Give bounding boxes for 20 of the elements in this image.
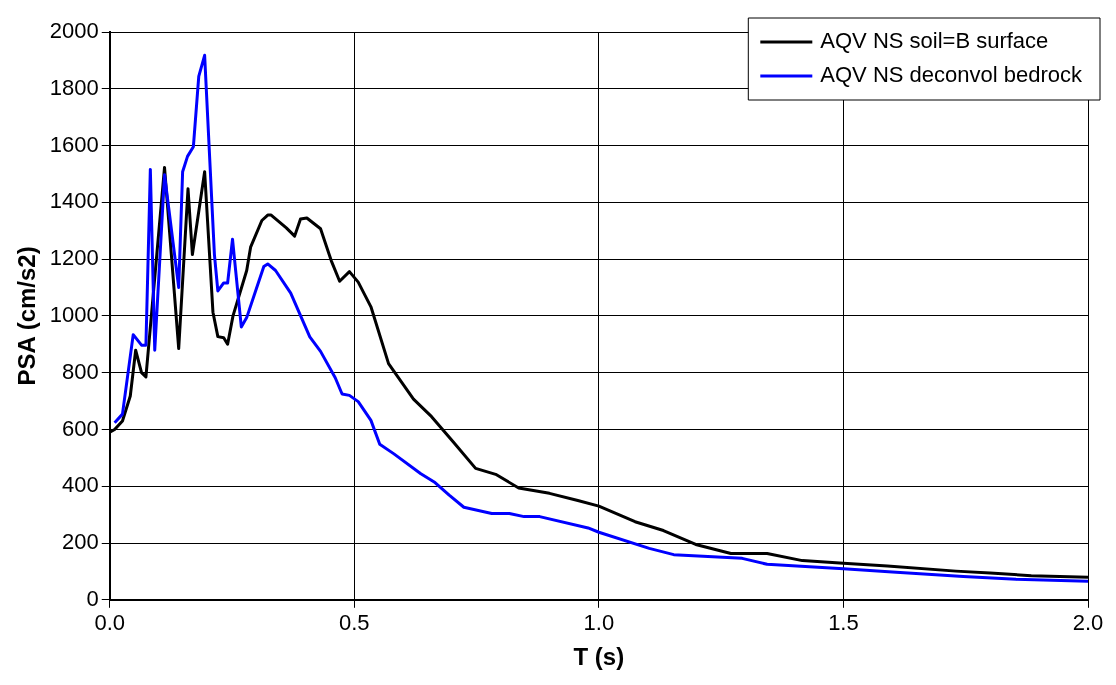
x-axis-title: T (s) xyxy=(573,643,625,671)
y-tick-label: 1000 xyxy=(49,301,99,327)
y-tick-label: 600 xyxy=(62,415,99,441)
x-tick-label: 2.0 xyxy=(1072,610,1104,636)
legend-label: AQV NS soil=B surface xyxy=(820,28,1049,54)
y-tick-label: 0 xyxy=(86,585,99,611)
y-axis-title: PSA (cm/s2) xyxy=(13,246,41,386)
y-tick-label: 1400 xyxy=(49,188,99,214)
x-tick-label: 0.5 xyxy=(339,610,370,636)
y-tick-label: 800 xyxy=(62,358,99,384)
x-tick-label: 1.5 xyxy=(828,610,859,636)
y-tick-label: 400 xyxy=(62,472,99,498)
legend-label: AQV NS deconvol bedrock xyxy=(820,62,1083,88)
y-tick-label: 2000 xyxy=(49,18,99,44)
y-tick-label: 1200 xyxy=(49,245,99,271)
y-tick-label: 200 xyxy=(62,529,99,555)
x-tick-label: 0.0 xyxy=(94,610,126,636)
y-tick-label: 1600 xyxy=(49,131,99,157)
x-tick-label: 1.0 xyxy=(583,610,615,636)
y-tick-label: 1800 xyxy=(49,74,99,100)
